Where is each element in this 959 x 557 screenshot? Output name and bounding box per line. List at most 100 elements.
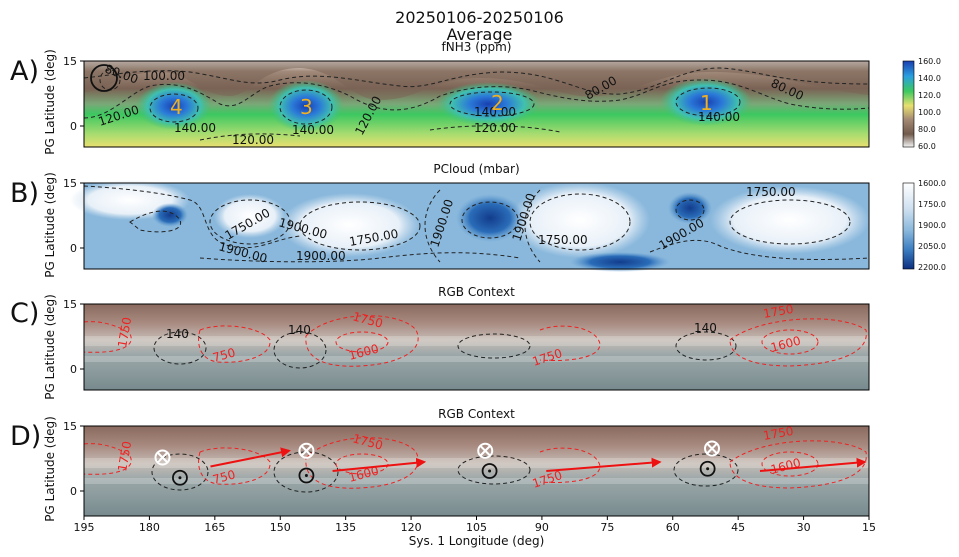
pcloud-contour-label: 1750.00 bbox=[746, 185, 796, 199]
y-tick-label: 15 bbox=[63, 177, 77, 190]
rgb-black-contour bbox=[153, 331, 207, 365]
y-tick-label: 0 bbox=[70, 242, 77, 255]
panel-c-background bbox=[84, 304, 869, 390]
colorbar-a-tick: 120.0 bbox=[918, 91, 941, 100]
rgb-red-label: 750 bbox=[211, 345, 237, 364]
panel-a: 80.0 0 100.00 120.00 140.00 140.00 140.00… bbox=[63, 55, 941, 151]
rgb-red-contour bbox=[539, 325, 601, 361]
rgb-red-label: 1750 bbox=[762, 302, 795, 321]
pcloud-contour bbox=[209, 199, 291, 245]
rgb-black-label: 140 bbox=[166, 327, 189, 341]
colorbar-a-tick: 60.0 bbox=[918, 142, 936, 151]
nh3-contour-140-2 bbox=[449, 91, 535, 117]
plume-blob-4 bbox=[136, 82, 212, 130]
rgb-red-contour bbox=[83, 443, 132, 475]
plume-blob-2 bbox=[436, 82, 540, 126]
panel-d-background bbox=[84, 426, 869, 516]
nh3-contour-label: 120.00 bbox=[474, 121, 516, 135]
rgb-red-contour bbox=[539, 447, 601, 483]
colorbar-b-tick: 1900.0 bbox=[918, 221, 946, 230]
pcloud-contour bbox=[424, 189, 541, 263]
plume-number-3: 3 bbox=[300, 95, 313, 119]
y-tick-label: 0 bbox=[70, 363, 77, 376]
colorbar-a bbox=[902, 60, 915, 148]
plume-center-marker bbox=[699, 460, 716, 477]
nh3-contour-120 bbox=[83, 79, 870, 119]
plume-center-marker bbox=[481, 463, 498, 479]
y-tick-label: 0 bbox=[70, 485, 77, 498]
nh3-contour-label: 100.00 bbox=[143, 69, 185, 83]
pcloud-contour bbox=[529, 193, 631, 251]
plume-number-1: 1 bbox=[700, 91, 713, 115]
motion-arrow bbox=[210, 447, 291, 468]
x-tick-label: 135 bbox=[335, 521, 356, 534]
pcloud-light-region bbox=[710, 186, 870, 254]
plume-center-dot bbox=[304, 474, 308, 477]
panel-c: 140 140 140 1750 750 1750 1600 1750 1750… bbox=[63, 298, 870, 391]
x-tick-label: 150 bbox=[270, 521, 291, 534]
panel-c-frame bbox=[83, 303, 870, 391]
x-tick-label: 180 bbox=[139, 521, 160, 534]
colorbar-b-tick: 1600.0 bbox=[918, 179, 946, 188]
pcloud-contour bbox=[299, 201, 421, 251]
plume-center-dot bbox=[706, 467, 710, 471]
rgb-red-contour bbox=[198, 325, 271, 363]
rgb-red-contour bbox=[335, 453, 389, 475]
figure-title-line1: 20250106-20250106 bbox=[395, 8, 564, 27]
x-tick-label: 90 bbox=[535, 521, 549, 534]
rgb-black-contour bbox=[673, 453, 739, 487]
plume-center-dot bbox=[488, 469, 492, 473]
panel-title-c: RGB Context bbox=[438, 285, 515, 299]
y-tick-label: 15 bbox=[63, 55, 77, 68]
colorbar-b-tick: 1750.0 bbox=[918, 200, 946, 209]
x-tick-label: 75 bbox=[600, 521, 614, 534]
pcloud-contour bbox=[83, 185, 301, 249]
pcloud-light-region bbox=[510, 182, 650, 258]
motion-arrow bbox=[759, 457, 867, 472]
rgb-red-contour bbox=[83, 321, 132, 353]
colorbar-a-tick: 140.0 bbox=[918, 74, 941, 83]
crossed-marker-stroke bbox=[157, 452, 168, 463]
nh3-contour-label: 120.00 bbox=[232, 133, 274, 147]
x-tick-label: 195 bbox=[74, 521, 95, 534]
nh3-contour-label: 140.00 bbox=[474, 105, 516, 119]
panel-title-a: fNH3 (ppm) bbox=[441, 40, 512, 54]
x-tick-label: 120 bbox=[401, 521, 422, 534]
pcloud-contour bbox=[461, 201, 519, 239]
rgb-red-contour bbox=[729, 318, 867, 367]
rgb-red-label: 1750 bbox=[762, 424, 795, 443]
colorbar-a-tick: 80.0 bbox=[918, 125, 936, 134]
pcloud-dark-region bbox=[668, 192, 712, 224]
crossed-circle-marker bbox=[298, 442, 315, 459]
panel-a-frame bbox=[83, 60, 870, 148]
pcloud-light-region bbox=[280, 193, 420, 257]
x-tick-label: 60 bbox=[666, 521, 680, 534]
figure-title-line2: Average bbox=[446, 25, 513, 44]
plume-center-dot bbox=[178, 476, 182, 480]
y-tick-label: 0 bbox=[70, 120, 77, 133]
rgb-black-contour bbox=[273, 331, 327, 369]
y-tick-label: 15 bbox=[63, 298, 77, 311]
panel-letter-a: A) bbox=[10, 56, 40, 87]
motion-arrow bbox=[332, 457, 427, 472]
crossed-circle-marker bbox=[154, 449, 171, 466]
nh3-contour-label: 140.00 bbox=[698, 110, 740, 124]
nh3-contour-label: 140.00 bbox=[292, 123, 334, 137]
nh3-black-circle bbox=[90, 64, 118, 92]
panel-d: 1750 750 1750 1600 1750 1750 1600 15 0 1… bbox=[63, 420, 876, 534]
panel-letter-b: B) bbox=[10, 178, 40, 209]
rgb-black-contour bbox=[457, 455, 531, 485]
nh3-contour-140-4 bbox=[149, 93, 199, 123]
rgb-red-label: 1750 bbox=[115, 440, 134, 473]
pcloud-contour bbox=[649, 239, 870, 260]
rgb-black-label: 140 bbox=[694, 321, 717, 335]
rgb-red-label: 1750 bbox=[115, 316, 134, 349]
plume-center-marker bbox=[172, 469, 188, 486]
rgb-black-contour bbox=[675, 331, 737, 361]
rgb-red-contour bbox=[761, 329, 819, 355]
pcloud-light-region bbox=[214, 194, 286, 238]
crossed-marker-stroke bbox=[301, 445, 312, 456]
rgb-black-contour bbox=[457, 333, 531, 359]
rgb-red-contour bbox=[761, 451, 819, 477]
panel-b-frame bbox=[83, 182, 870, 270]
